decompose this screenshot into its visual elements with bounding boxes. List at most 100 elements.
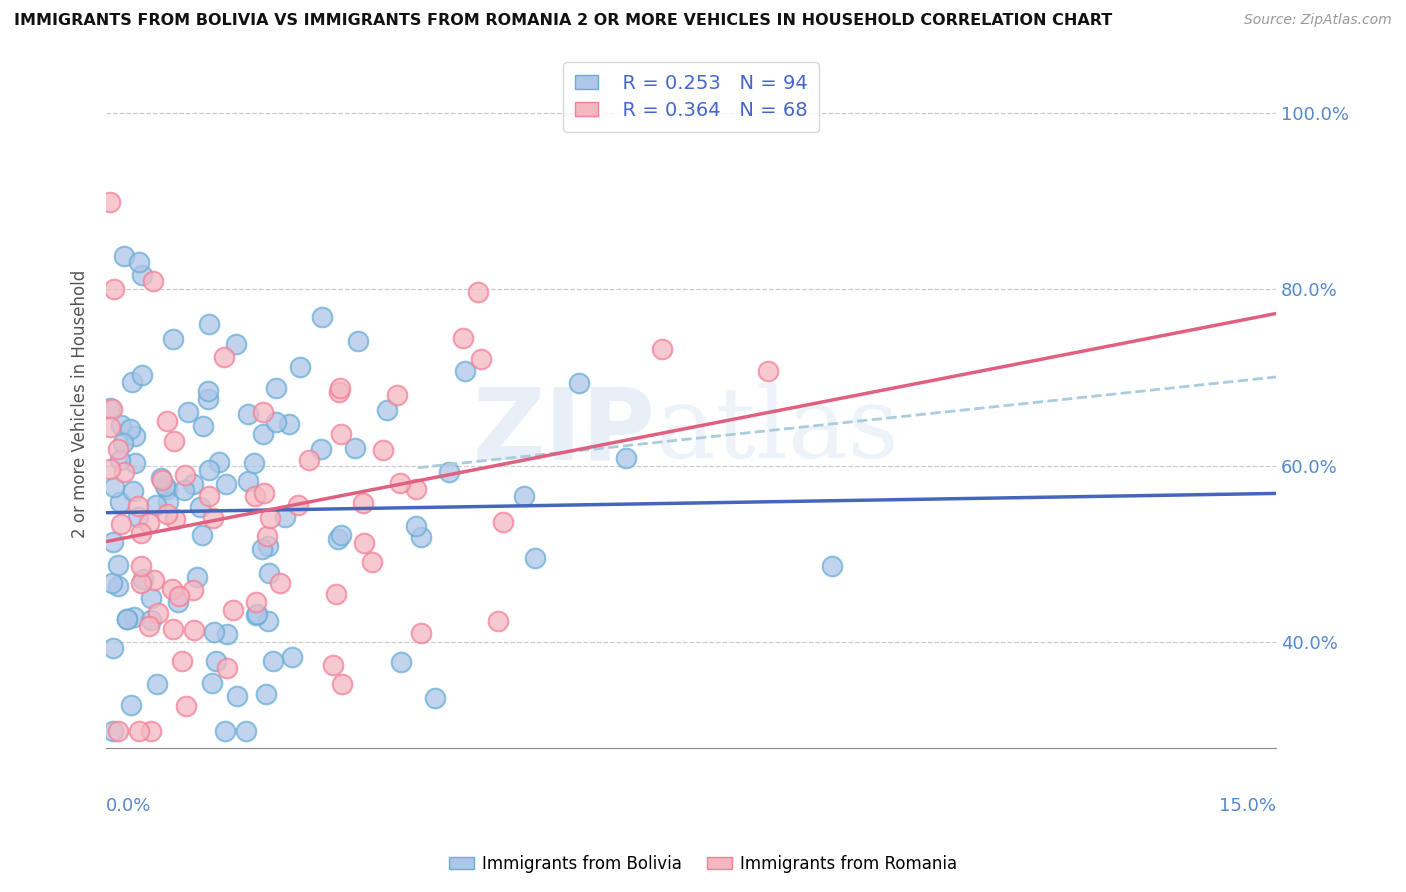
Point (120, 422, 142, 436)
Point (257, 614, 280, 628)
Point (226, 690, 249, 704)
Point (141, 614, 163, 628)
Point (297, 453, 319, 467)
Point (167, 594, 190, 608)
Point (181, 476, 204, 491)
Point (329, 528, 352, 542)
Point (405, 518, 427, 533)
Point (108, 453, 131, 467)
Point (112, 435, 135, 450)
Point (423, 690, 446, 705)
Point (451, 331, 474, 345)
Point (170, 654, 193, 668)
Point (651, 342, 673, 356)
Point (98, 194, 121, 209)
Point (352, 496, 374, 510)
Point (257, 566, 280, 581)
Point (470, 352, 492, 367)
Point (259, 511, 281, 525)
Point (132, 573, 155, 587)
Point (322, 658, 344, 673)
Point (264, 381, 287, 395)
Point (142, 275, 165, 289)
Point (756, 363, 779, 377)
Point (167, 590, 190, 604)
Point (202, 511, 225, 525)
Point (162, 623, 184, 637)
Point (287, 498, 309, 512)
Point (103, 479, 125, 493)
Point (110, 495, 132, 509)
Point (256, 529, 278, 543)
Point (311, 310, 333, 324)
Text: 15.0%: 15.0% (1219, 797, 1277, 814)
Point (107, 579, 129, 593)
Point (150, 473, 173, 487)
Point (138, 619, 160, 633)
Point (197, 384, 219, 398)
Text: ZIP: ZIP (472, 383, 655, 480)
Point (124, 429, 146, 443)
Point (212, 351, 235, 365)
Point (252, 405, 274, 419)
Point (186, 570, 208, 584)
Point (112, 249, 135, 263)
Point (343, 441, 366, 455)
Point (389, 475, 412, 490)
Point (361, 555, 384, 569)
Point (110, 417, 132, 432)
Point (330, 427, 353, 442)
Point (198, 463, 221, 477)
Point (156, 494, 179, 508)
Point (183, 582, 205, 597)
Point (160, 582, 183, 596)
Point (385, 388, 408, 402)
Point (250, 541, 273, 556)
Point (183, 623, 205, 637)
Point (101, 401, 124, 416)
Point (311, 442, 333, 456)
Point (325, 587, 347, 601)
Point (101, 640, 124, 655)
Point (101, 723, 124, 738)
Point (201, 676, 224, 690)
Point (103, 534, 125, 549)
Point (138, 516, 160, 531)
Point (129, 576, 152, 591)
Text: IMMIGRANTS FROM BOLIVIA VS IMMIGRANTS FROM ROMANIA 2 OR MORE VEHICLES IN HOUSEHO: IMMIGRANTS FROM BOLIVIA VS IMMIGRANTS FR… (14, 13, 1112, 29)
Point (163, 434, 186, 449)
Point (215, 476, 238, 491)
Point (202, 625, 225, 640)
Point (614, 451, 637, 466)
Point (238, 474, 260, 488)
Point (101, 576, 124, 591)
Point (252, 427, 274, 442)
Point (107, 558, 129, 572)
Point (373, 442, 395, 457)
Point (198, 489, 221, 503)
Point (437, 465, 460, 479)
Point (143, 573, 166, 587)
Point (288, 359, 311, 374)
Point (165, 512, 187, 526)
Point (129, 558, 152, 573)
Point (141, 723, 163, 738)
Point (246, 607, 269, 621)
Point (120, 698, 142, 713)
Point (217, 627, 239, 641)
Point (155, 507, 177, 521)
Legend: Immigrants from Bolivia, Immigrants from Romania: Immigrants from Bolivia, Immigrants from… (441, 848, 965, 880)
Y-axis label: 2 or more Vehicles in Household: 2 or more Vehicles in Household (72, 270, 89, 538)
Point (131, 526, 153, 541)
Point (121, 375, 143, 389)
Point (98, 462, 121, 476)
Point (103, 282, 125, 296)
Point (153, 478, 176, 492)
Point (110, 516, 132, 531)
Point (173, 467, 195, 482)
Point (208, 455, 231, 469)
Point (148, 607, 170, 621)
Point (122, 610, 145, 624)
Point (353, 535, 375, 549)
Point (492, 515, 515, 529)
